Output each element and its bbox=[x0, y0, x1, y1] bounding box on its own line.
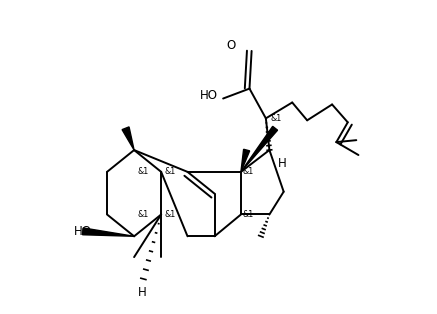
Polygon shape bbox=[241, 149, 250, 172]
Text: &1: &1 bbox=[165, 210, 176, 219]
Text: O: O bbox=[226, 40, 236, 52]
Polygon shape bbox=[241, 126, 277, 172]
Text: HO: HO bbox=[200, 89, 218, 102]
Text: H: H bbox=[138, 286, 147, 299]
Polygon shape bbox=[83, 228, 134, 236]
Text: &1: &1 bbox=[138, 167, 149, 176]
Text: &1: &1 bbox=[138, 210, 149, 219]
Text: &1: &1 bbox=[271, 114, 282, 123]
Text: HO: HO bbox=[73, 225, 92, 238]
Text: H: H bbox=[278, 157, 287, 171]
Text: &1: &1 bbox=[243, 210, 253, 219]
Polygon shape bbox=[122, 127, 134, 150]
Text: &1: &1 bbox=[165, 167, 176, 176]
Text: &1: &1 bbox=[243, 167, 253, 176]
